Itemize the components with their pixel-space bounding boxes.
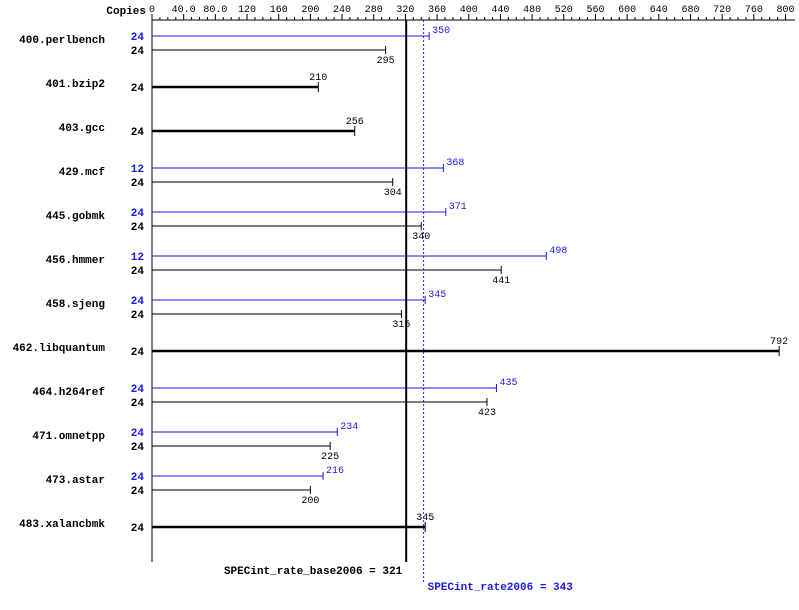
benchmark-name: 458.sjeng xyxy=(46,299,105,311)
base-value-label: 315 xyxy=(392,320,410,331)
benchmark-name: 401.bzip2 xyxy=(46,79,105,91)
peak-copies-label: 24 xyxy=(131,296,145,308)
peak-value-label: 368 xyxy=(446,158,464,169)
x-tick-label: 760 xyxy=(745,5,763,16)
x-tick-label: 320 xyxy=(396,5,414,16)
x-tick-label: 400 xyxy=(460,5,478,16)
peak-value-label: 234 xyxy=(340,422,358,433)
base-value-label: 345 xyxy=(416,513,434,524)
benchmark-name: 462.libquantum xyxy=(13,343,106,355)
copies-header: Copies xyxy=(106,6,146,18)
base-value-label: 340 xyxy=(412,232,430,243)
benchmark-name: 483.xalancbmk xyxy=(19,519,105,531)
peak-copies-label: 12 xyxy=(131,252,144,264)
base-copies-label: 24 xyxy=(131,398,145,410)
base-value-label: 225 xyxy=(321,452,339,463)
base-copies-label: 24 xyxy=(131,178,145,190)
benchmark-name: 464.h264ref xyxy=(32,387,105,399)
benchmark-name: 400.perlbench xyxy=(19,35,105,47)
x-tick-label: 160 xyxy=(270,5,288,16)
peak-copies-label: 12 xyxy=(131,164,144,176)
peak-copies-label: 24 xyxy=(131,208,145,220)
base-value-label: 423 xyxy=(478,408,496,419)
base-value-label: 295 xyxy=(377,56,395,67)
base-copies-label: 24 xyxy=(131,83,145,95)
peak-value-label: 345 xyxy=(428,290,446,301)
x-tick-label: 40.0 xyxy=(172,5,196,16)
x-tick-label: 680 xyxy=(681,5,699,16)
x-tick-label: 280 xyxy=(365,5,383,16)
peak-value-label: 350 xyxy=(432,26,450,37)
x-tick-label: 240 xyxy=(333,5,351,16)
base-copies-label: 24 xyxy=(131,486,145,498)
x-tick-label: 120 xyxy=(238,5,256,16)
benchmark-name: 429.mcf xyxy=(59,167,106,179)
summary-peak-label: SPECint_rate2006 = 343 xyxy=(428,582,574,594)
benchmark-name: 471.omnetpp xyxy=(32,431,105,443)
x-tick-label: 0 xyxy=(149,5,155,16)
x-tick-label: 640 xyxy=(650,5,668,16)
base-copies-label: 24 xyxy=(131,127,145,139)
x-tick-label: 560 xyxy=(586,5,604,16)
base-copies-label: 24 xyxy=(131,523,145,535)
x-tick-label: 200 xyxy=(301,5,319,16)
base-copies-label: 24 xyxy=(131,266,145,278)
base-value-label: 256 xyxy=(346,117,364,128)
base-value-label: 304 xyxy=(384,188,402,199)
x-tick-label: 800 xyxy=(776,5,794,16)
base-value-label: 200 xyxy=(301,496,319,507)
base-value-label: 792 xyxy=(770,337,788,348)
x-tick-label: 520 xyxy=(555,5,573,16)
benchmark-name: 456.hmmer xyxy=(46,255,105,267)
peak-copies-label: 24 xyxy=(131,428,145,440)
summary-base-label: SPECint_rate_base2006 = 321 xyxy=(224,566,403,578)
peak-value-label: 371 xyxy=(449,202,467,213)
benchmark-name: 403.gcc xyxy=(59,123,105,135)
base-copies-label: 24 xyxy=(131,347,145,359)
x-tick-label: 480 xyxy=(523,5,541,16)
peak-value-label: 498 xyxy=(549,246,567,257)
x-tick-label: 600 xyxy=(618,5,636,16)
base-copies-label: 24 xyxy=(131,46,145,58)
peak-copies-label: 24 xyxy=(131,384,145,396)
x-tick-label: 720 xyxy=(713,5,731,16)
spec-rate-chart: 0 40.0 80.0 120 160 200 240 280 320 360 400 440 480 5… xyxy=(0,0,799,606)
x-tick-label: 440 xyxy=(491,5,509,16)
chart-svg: 0 40.0 80.0 120 160 200 240 280 320 360 400 440 480 5… xyxy=(0,0,799,606)
peak-value-label: 435 xyxy=(499,378,517,389)
benchmark-name: 473.astar xyxy=(46,475,105,487)
base-copies-label: 24 xyxy=(131,310,145,322)
peak-value-label: 216 xyxy=(326,466,344,477)
peak-copies-label: 24 xyxy=(131,32,145,44)
x-tick-label: 80.0 xyxy=(203,5,227,16)
base-copies-label: 24 xyxy=(131,442,145,454)
benchmark-name: 445.gobmk xyxy=(46,211,106,223)
base-value-label: 441 xyxy=(492,276,510,287)
peak-copies-label: 24 xyxy=(131,472,145,484)
x-tick-label: 360 xyxy=(428,5,446,16)
base-value-label: 210 xyxy=(309,73,327,84)
base-copies-label: 24 xyxy=(131,222,145,234)
